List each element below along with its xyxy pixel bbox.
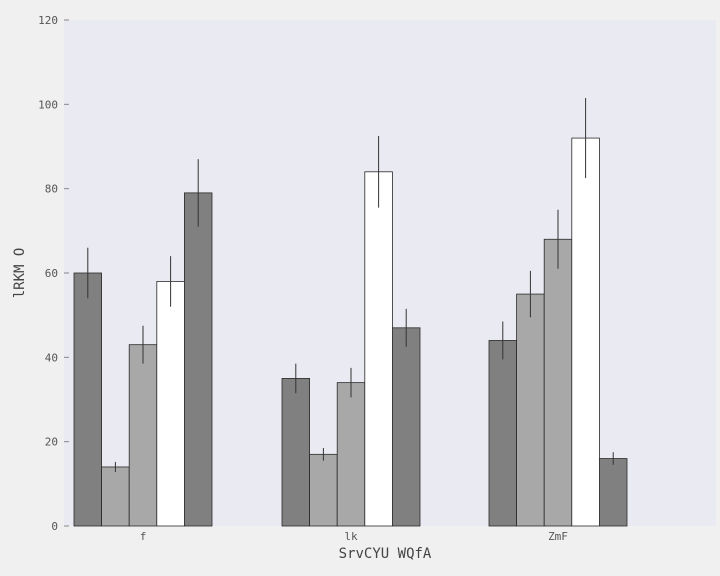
bar-lk-2 <box>309 453 338 527</box>
bar-ZmF-1 <box>488 340 518 527</box>
x-tick-label: lk <box>344 530 358 543</box>
y-axis-label: lRKM O <box>12 248 28 299</box>
y-tick-label: 100 <box>38 98 58 111</box>
y-tick-label: 40 <box>45 351 58 364</box>
y-tick-label: 20 <box>45 436 58 449</box>
x-tick-label: f <box>140 530 147 543</box>
y-tick-label: 80 <box>45 183 58 196</box>
bar-f-2 <box>101 466 130 527</box>
bar-lk-3 <box>336 382 366 527</box>
bar-ZmF-3 <box>543 238 573 527</box>
bar-f-3 <box>128 344 158 527</box>
bar-lk-4 <box>364 171 393 527</box>
x-axis-ticks: f lk ZmF <box>140 530 568 543</box>
bar-lk-1 <box>281 378 311 527</box>
bar-marks <box>73 98 628 527</box>
y-tick-label: 0 <box>51 520 58 533</box>
bar-lk-5 <box>391 327 421 527</box>
bar-f-4 <box>156 281 185 527</box>
bar-ZmF-5 <box>599 458 628 527</box>
y-tick-label: 60 <box>45 267 58 280</box>
bar-f-5 <box>183 192 213 527</box>
y-tick-label: 120 <box>38 14 58 27</box>
y-axis-ticks: 0 20 40 60 80 100 120 <box>38 14 69 533</box>
bar-ZmF-2 <box>516 293 545 527</box>
x-tick-label: ZmF <box>548 530 568 543</box>
bar-ZmF-4 <box>571 137 600 527</box>
x-axis-label: SrvCYU WQfA <box>339 546 432 562</box>
bar-f-1 <box>73 272 103 527</box>
